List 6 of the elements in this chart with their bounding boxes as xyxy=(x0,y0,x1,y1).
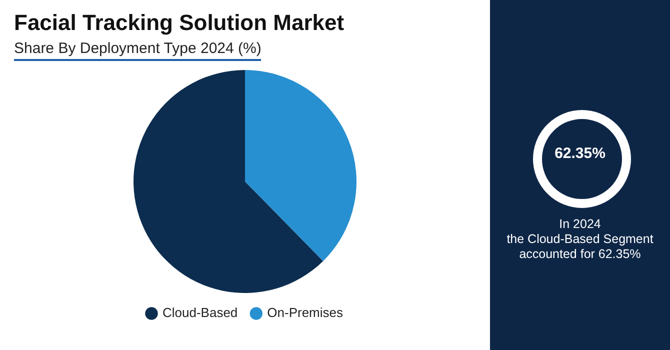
text: 62.35% xyxy=(554,145,606,162)
legend-label: Cloud-Based xyxy=(162,305,238,320)
chart-subtitle: Share By Deployment Type 2024 (%) xyxy=(14,40,262,61)
chart-title: Facial Tracking Solution Market xyxy=(14,10,344,36)
legend-label: On-Premises xyxy=(267,305,344,320)
text: In 2024 the Cloud-Based Segment accounted for 62.35% xyxy=(506,217,654,262)
